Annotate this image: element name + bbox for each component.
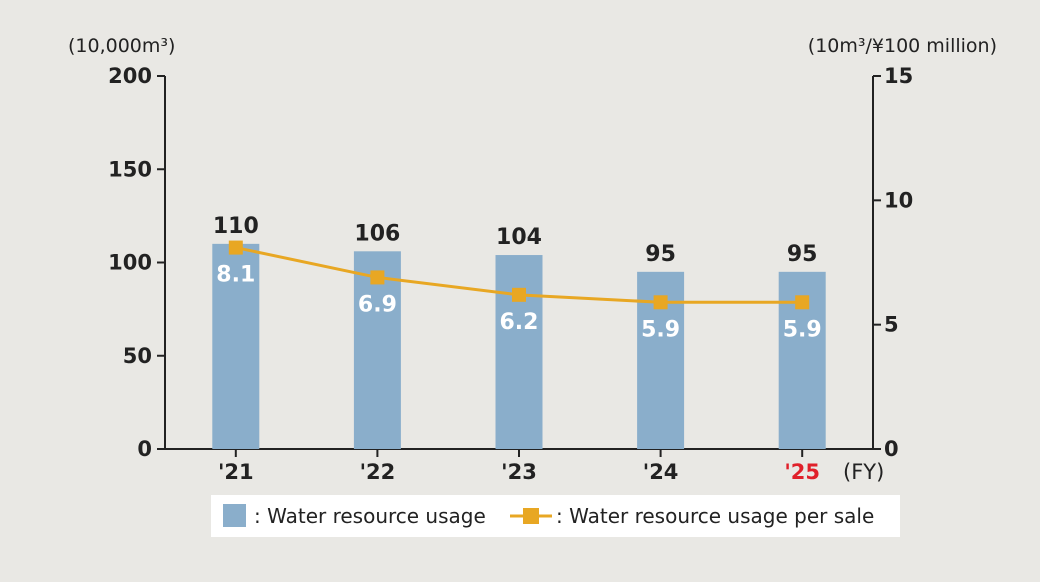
line-point-marker	[795, 295, 810, 310]
line-value-label: 5.9	[783, 317, 822, 342]
x-tick-label: '23	[501, 460, 537, 484]
line-point-marker	[512, 287, 526, 302]
left-tick-label: 100	[108, 251, 152, 275]
legend: : Water resource usage : Water resource u…	[211, 495, 900, 537]
bar-value-label: 110	[213, 214, 259, 239]
bar-value-label: 95	[787, 242, 818, 267]
line-point-marker	[228, 240, 243, 255]
legend-label-line: : Water resource usage per sale	[556, 504, 874, 528]
x-tick-label: '22	[360, 460, 396, 484]
right-tick-label: 0	[884, 437, 899, 461]
x-tick-label: '25	[784, 460, 820, 484]
bar-value-label: 106	[354, 221, 400, 246]
axes-group: (10,000m³) (10m³/¥100 million)05010015020…	[68, 35, 997, 484]
bar-value-label: 104	[496, 225, 542, 250]
bars-group	[212, 243, 826, 449]
line-value-label: 8.1	[216, 263, 255, 288]
x-axis-unit: (FY)	[843, 460, 884, 484]
line-series-group	[228, 240, 810, 310]
left-tick-label: 50	[123, 344, 152, 368]
right-axis-unit: (10m³/¥100 million)	[808, 35, 997, 57]
line-point-marker	[653, 295, 668, 310]
legend-line-marker	[523, 508, 539, 524]
left-tick-label: 200	[108, 64, 152, 88]
x-tick-label: '21	[218, 460, 254, 484]
x-tick-label: '24	[643, 460, 679, 484]
left-tick-label: 0	[137, 437, 152, 461]
right-tick-label: 15	[884, 64, 913, 88]
bar	[212, 243, 260, 449]
right-tick-label: 5	[884, 313, 899, 337]
line-point-marker	[370, 270, 385, 285]
legend-bar-swatch	[223, 504, 246, 527]
line-value-label: 6.2	[500, 310, 539, 335]
left-axis-unit: (10,000m³)	[68, 35, 175, 57]
legend-box-bar	[211, 495, 539, 537]
data-labels-group: 110 106 104 95 95 8.1 6.9 6.2 5.9 5.9	[213, 214, 822, 342]
legend-label-bar: : Water resource usage	[254, 504, 486, 528]
bar	[495, 255, 543, 449]
left-tick-label: 150	[108, 157, 152, 181]
legend-box-line	[498, 495, 900, 537]
right-tick-label: 10	[884, 188, 913, 212]
bar-value-label: 95	[645, 242, 676, 267]
line-value-label: 5.9	[641, 317, 680, 342]
line-value-label: 6.9	[358, 292, 397, 317]
